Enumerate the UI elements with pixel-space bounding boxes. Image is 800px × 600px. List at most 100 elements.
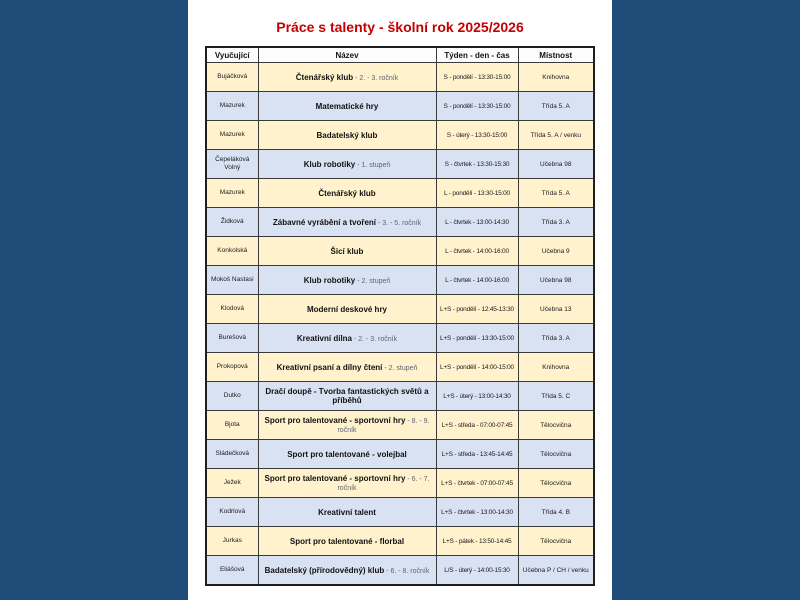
teacher-cell: Kodrlová	[205, 497, 259, 528]
table-row: Kodrlová Kreativní talent L+S - čtvrtek - …	[205, 497, 595, 528]
time-cell: L/S - úterý - 14:00-15:30	[435, 555, 519, 586]
club-name-cell: Kreativní psaní a dílny čtení - 2. stupe…	[257, 352, 437, 383]
teacher-cell: Mazurek	[205, 91, 259, 122]
teacher-cell: Židková	[205, 207, 259, 238]
schedule-table: Vyučující Název Týden - den - čas Místnost …	[205, 46, 595, 587]
time-cell: S - úterý - 13:30-15:00	[435, 120, 519, 151]
room-cell: Třída 5. A	[517, 91, 595, 122]
room-cell: Učebna P / CH / venku	[517, 555, 595, 586]
table-row: Bujáčková Čtenářský klub - 2. - 3. ročník…	[205, 62, 595, 93]
table-row: Mokoš Nastasi Klub robotiky - 2. stupeň L …	[205, 265, 595, 296]
club-name: Kreativní dílna	[296, 333, 352, 343]
column-header-time: Týden - den - čas	[435, 46, 519, 64]
table-row: Klodová Moderní deskové hry L+S - pondělí …	[205, 294, 595, 325]
table-row: Mazurek Čtenářský klub L - pondělí - 13:30…	[205, 178, 595, 209]
club-name: Sport pro talentované - sportovní hry	[264, 474, 406, 484]
club-name-suffix: - 2. - 3. ročník	[352, 335, 398, 343]
room-cell: Třída 4. B	[517, 497, 595, 528]
club-name-cell: Klub robotiky - 2. stupeň	[257, 265, 437, 296]
club-name: Klub robotiky	[303, 159, 356, 169]
teacher-cell: Jurkas	[205, 526, 259, 557]
club-name-cell: Moderní deskové hry	[257, 294, 437, 325]
table-body: Bujáčková Čtenářský klub - 2. - 3. ročník…	[205, 62, 595, 586]
club-name-cell: Sport pro talentované - sportovní hry - …	[257, 468, 437, 499]
table-row: Konkolská Šicí klub L - čtvrtek - 14:00-16…	[205, 236, 595, 267]
room-cell: Knihovna	[517, 62, 595, 93]
club-name: Sport pro talentované - volejbal	[287, 449, 407, 459]
table-row: Prokopová Kreativní psaní a dílny čtení -…	[205, 352, 595, 383]
time-cell: L+S - pondělí - 13:30-15:00	[435, 323, 519, 354]
club-name-cell: Čtenářský klub - 2. - 3. ročník	[257, 62, 437, 93]
teacher-cell: Bjota	[205, 410, 259, 441]
teacher-cell: Burešová	[205, 323, 259, 354]
club-name-cell: Zábavné vyrábění a tvoření - 3. - 5. roč…	[257, 207, 437, 238]
table-row: Ježek Sport pro talentované - sportovní h…	[205, 468, 595, 499]
teacher-cell: Konkolská	[205, 236, 259, 267]
club-name: Klub robotiky	[303, 275, 356, 285]
club-name-cell: Sport pro talentované - volejbal	[257, 439, 437, 470]
time-cell: L - pondělí - 13:30-15:00	[435, 178, 519, 209]
time-cell: L+S - středa - 07:00-07:45	[435, 410, 519, 441]
room-cell: Tělocvična	[517, 526, 595, 557]
document-page: Práce s talenty - školní rok 2025/2026 V…	[188, 0, 612, 600]
column-header-teacher: Vyučující	[205, 46, 259, 64]
time-cell: S - pondělí - 13:30-15:00	[435, 62, 519, 93]
teacher-cell: Klodová	[205, 294, 259, 325]
club-name: Šicí klub	[330, 246, 364, 256]
club-name-cell: Kreativní dílna - 2. - 3. ročník	[257, 323, 437, 354]
table-row: Burešová Kreativní dílna - 2. - 3. ročník…	[205, 323, 595, 354]
time-cell: L - čtvrtek - 13:00-14:30	[435, 207, 519, 238]
club-name-suffix: - 2. - 3. ročník	[353, 74, 399, 82]
room-cell: Učebna 9	[517, 236, 595, 267]
table-row: Mazurek Badatelský klub S - úterý - 13:30-…	[205, 120, 595, 151]
time-cell: S - pondělí - 13:30-15:00	[435, 91, 519, 122]
club-name-suffix: - 6. - 7. ročník	[337, 476, 430, 493]
club-name: Sport pro talentované - sportovní hry	[264, 416, 406, 426]
club-name: Dračí doupě - Tvorba fantastických světů…	[265, 387, 429, 406]
club-name-cell: Šicí klub	[257, 236, 437, 267]
table-row: Židková Zábavné vyrábění a tvoření - 3. -…	[205, 207, 595, 238]
club-name-cell: Badatelský klub	[257, 120, 437, 151]
teacher-cell: Mazurek	[205, 178, 259, 209]
time-cell: S - čtvrtek - 13:30-15:30	[435, 149, 519, 180]
club-name-cell: Sport pro talentované - sportovní hry - …	[257, 410, 437, 441]
club-name: Moderní deskové hry	[306, 304, 388, 314]
table-row: Čepeláková Volný Klub robotiky - 1. stupe…	[205, 149, 595, 180]
room-cell: Tělocvična	[517, 439, 595, 470]
club-name-cell: Matematické hry	[257, 91, 437, 122]
club-name: Kreativní talent	[318, 507, 376, 517]
time-cell: L+S - úterý - 13:00-14:30	[435, 381, 519, 412]
room-cell: Tělocvična	[517, 410, 595, 441]
room-cell: Knihovna	[517, 352, 595, 383]
room-cell: Učebna 98	[517, 265, 595, 296]
table-header-row: Vyučující Název Týden - den - čas Místnost	[205, 46, 595, 64]
club-name-cell: Čtenářský klub	[257, 178, 437, 209]
club-name-suffix: - 1. stupeň	[355, 161, 391, 169]
room-cell: Třída 3. A	[517, 207, 595, 238]
time-cell: L+S - pondělí - 14:00-15:00	[435, 352, 519, 383]
club-name: Čtenářský klub	[318, 188, 376, 198]
table-row: Mazurek Matematické hry S - pondělí - 13:3…	[205, 91, 595, 122]
club-name: Kreativní psaní a dílny čtení	[276, 362, 383, 372]
column-header-name: Název	[257, 46, 437, 64]
table-row: Jurkas Sport pro talentované - florbal L+S…	[205, 526, 595, 557]
club-name: Badatelský (přírodovědný) klub	[264, 565, 385, 575]
club-name-suffix: - 6. - 8. ročník	[384, 567, 430, 575]
teacher-cell: Sládečková	[205, 439, 259, 470]
room-cell: Učebna 13	[517, 294, 595, 325]
time-cell: L+S - čtvrtek - 07:00-07:45	[435, 468, 519, 499]
club-name-suffix: - 3. - 5. ročník	[376, 219, 422, 227]
teacher-cell: Mazurek	[205, 120, 259, 151]
room-cell: Učebna 98	[517, 149, 595, 180]
teacher-cell: Dutko	[205, 381, 259, 412]
club-name-suffix: - 2. stupeň	[382, 364, 418, 372]
club-name-suffix: - 2. stupeň	[355, 277, 391, 285]
club-name: Sport pro talentované - florbal	[289, 536, 405, 546]
room-cell: Třída 5. C	[517, 381, 595, 412]
teacher-cell: Ježek	[205, 468, 259, 499]
table-row: Dutko Dračí doupě - Tvorba fantastických …	[205, 381, 595, 412]
club-name-suffix: - 8. - 9. ročník	[337, 418, 430, 435]
club-name: Matematické hry	[315, 101, 379, 111]
time-cell: L+S - pondělí - 12:45-13:30	[435, 294, 519, 325]
